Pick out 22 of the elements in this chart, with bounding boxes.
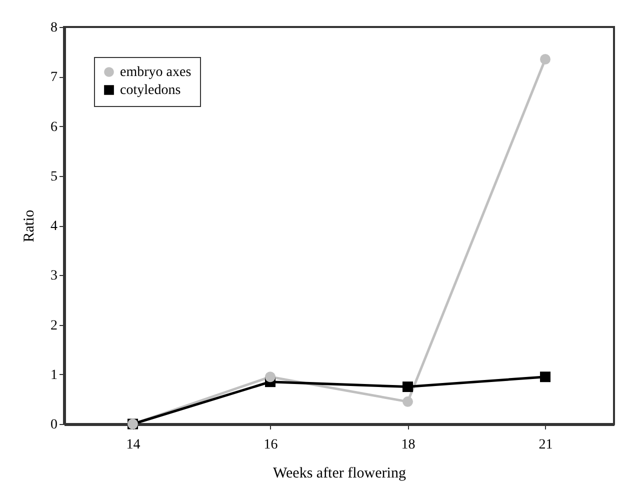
y-tick-label: 2 bbox=[50, 318, 58, 334]
x-tick-label: 16 bbox=[264, 438, 278, 452]
legend-label: embryo axes bbox=[120, 65, 192, 80]
y-tick-label: 8 bbox=[50, 20, 58, 36]
y-tick-label: 3 bbox=[50, 268, 58, 284]
point bbox=[540, 54, 550, 64]
x-axis-title: Weeks after flowering bbox=[273, 466, 406, 482]
x-tick-label: 14 bbox=[126, 438, 140, 452]
legend-label: cotyledons bbox=[120, 83, 181, 98]
y-tick-label: 6 bbox=[50, 120, 58, 135]
point bbox=[265, 372, 276, 382]
y-tick-label: 5 bbox=[50, 169, 58, 184]
y-tick-label: 1 bbox=[50, 368, 58, 383]
y-tick-label: 4 bbox=[50, 219, 58, 234]
y-axis-title: Ratio bbox=[22, 210, 38, 242]
y-tick-label: 0 bbox=[50, 418, 58, 432]
point bbox=[540, 372, 550, 382]
point bbox=[402, 396, 413, 407]
x-tick-label: 21 bbox=[538, 438, 553, 452]
y-tick-label: 7 bbox=[50, 70, 58, 86]
x-tick-label: 18 bbox=[401, 438, 416, 452]
point bbox=[402, 382, 413, 392]
